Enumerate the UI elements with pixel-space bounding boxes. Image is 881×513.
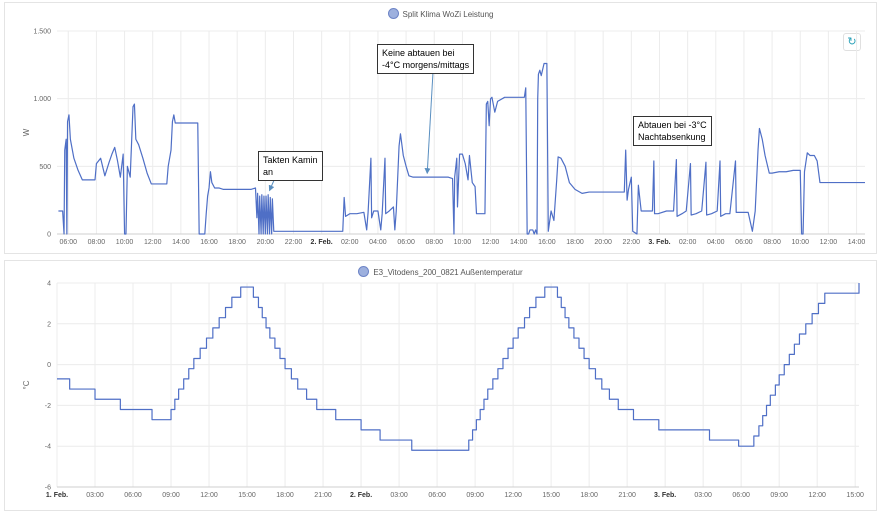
x-tick-label: 14:00 [848, 239, 866, 246]
y-tick-label: -2 [45, 403, 51, 410]
chart-panel-power: Split Klima WoZi Leistung ↻ 0 500 1.000 1.5… [0, 0, 881, 255]
x-tick-label: 18:00 [276, 492, 294, 499]
series-line[interactable] [57, 283, 860, 451]
y-tick-label: -6 [45, 485, 51, 492]
x-tick-label: 21:00 [618, 492, 636, 499]
legend-label: Split Klima WoZi Leistung [402, 10, 494, 19]
annotation-arrow [424, 71, 434, 175]
x-tick-label: 02:00 [679, 239, 697, 246]
annotation-fireplace: Takten Kamin an [258, 151, 323, 181]
x-tick-label: 04:00 [707, 239, 725, 246]
y-tick-label: -4 [45, 444, 51, 451]
y-tick-label: 0 [47, 232, 51, 239]
x-tick-label: 18:00 [228, 239, 246, 246]
y-tick-label: 4 [47, 281, 51, 288]
y-tick-label: 2 [47, 321, 51, 328]
y-axis-label: °C [22, 380, 31, 389]
chart-panel-temperature: E3_Vitodens_200_0821 Außentemperatur -6-… [0, 258, 881, 513]
annotation-defrost-night: Abtauen bei -3°C Nachtabsenkung [633, 116, 712, 146]
x-tick-label: 12:00 [144, 239, 162, 246]
x-tick-label: 10:00 [116, 239, 134, 246]
x-tick-label: 06:00 [124, 492, 142, 499]
x-tick-label: 10:00 [791, 239, 809, 246]
x-tick-label: 12:00 [482, 239, 500, 246]
chart-frame [4, 2, 877, 254]
x-tick-label: 14:00 [510, 239, 528, 246]
x-tick-label: 12:00 [504, 492, 522, 499]
temperature-chart-svg: -6 -4 -2 0 2 4 1. Feb. 03:00 06:00 09:00 12:00 15:0… [22, 281, 864, 500]
x-tick-label: 22:00 [623, 239, 641, 246]
x-tick-label: 03:00 [694, 492, 712, 499]
x-tick-label: 06:00 [732, 492, 750, 499]
x-tick-label: 2. Feb. [311, 239, 333, 246]
x-tick-label: 3. Feb. [648, 239, 670, 246]
series-line[interactable] [58, 62, 865, 235]
x-tick-label: 09:00 [466, 492, 484, 499]
x-tick-label: 16:00 [538, 239, 556, 246]
y-tick-label: 1.000 [33, 96, 51, 103]
x-tick-label: 06:00 [397, 239, 415, 246]
x-tick-label: 20:00 [257, 239, 275, 246]
y-tick-label: 1.500 [33, 29, 51, 36]
x-tick-label: 10:00 [454, 239, 472, 246]
x-tick-label: 04:00 [369, 239, 387, 246]
x-tick-label: 08:00 [425, 239, 443, 246]
y-tick-label: 0 [47, 362, 51, 369]
x-tick-label: 20:00 [594, 239, 612, 246]
x-tick-label: 18:00 [580, 492, 598, 499]
x-tick-label: 18:00 [566, 239, 584, 246]
annotation-no-defrost: Keine abtauen bei -4°C morgens/mittags [377, 44, 475, 74]
x-tick-label: 12:00 [200, 492, 218, 499]
x-tick-label: 12:00 [808, 492, 826, 499]
power-chart-svg: 0 500 1.000 1.500 06:00 08:00 10:00 12:00 14:00 1… [22, 29, 866, 247]
x-tick-label: 09:00 [770, 492, 788, 499]
x-tick-label: 22:00 [285, 239, 303, 246]
x-tick-label: 1. Feb. [46, 492, 68, 499]
x-tick-label: 06:00 [735, 239, 753, 246]
y-tick-label: 500 [39, 164, 51, 171]
x-tick-label: 2. Feb. [350, 492, 372, 499]
legend-marker [358, 266, 370, 277]
x-tick-label: 09:00 [162, 492, 180, 499]
x-tick-label: 03:00 [390, 492, 408, 499]
chart-frame [4, 260, 877, 511]
x-tick-label: 12:00 [820, 239, 838, 246]
x-tick-label: 08:00 [88, 239, 106, 246]
x-tick-label: 16:00 [200, 239, 218, 246]
x-tick-label: 06:00 [428, 492, 446, 499]
chart-legend[interactable]: E3_Vitodens_200_0821 Außentemperatur [0, 266, 881, 277]
legend-marker [387, 8, 399, 19]
x-tick-label: 02:00 [341, 239, 359, 246]
legend-label: E3_Vitodens_200_0821 Außentemperatur [373, 268, 523, 277]
y-axis-label: W [22, 128, 31, 136]
x-tick-label: 15:00 [238, 492, 256, 499]
x-tick-label: 21:00 [314, 492, 332, 499]
x-tick-label: 06:00 [59, 239, 77, 246]
chart-legend[interactable]: Split Klima WoZi Leistung [0, 8, 881, 19]
x-tick-label: 15:00 [846, 492, 864, 499]
x-tick-label: 3. Feb. [654, 492, 676, 499]
x-tick-label: 14:00 [172, 239, 190, 246]
x-tick-label: 15:00 [542, 492, 560, 499]
x-tick-label: 03:00 [86, 492, 104, 499]
x-tick-label: 08:00 [763, 239, 781, 246]
